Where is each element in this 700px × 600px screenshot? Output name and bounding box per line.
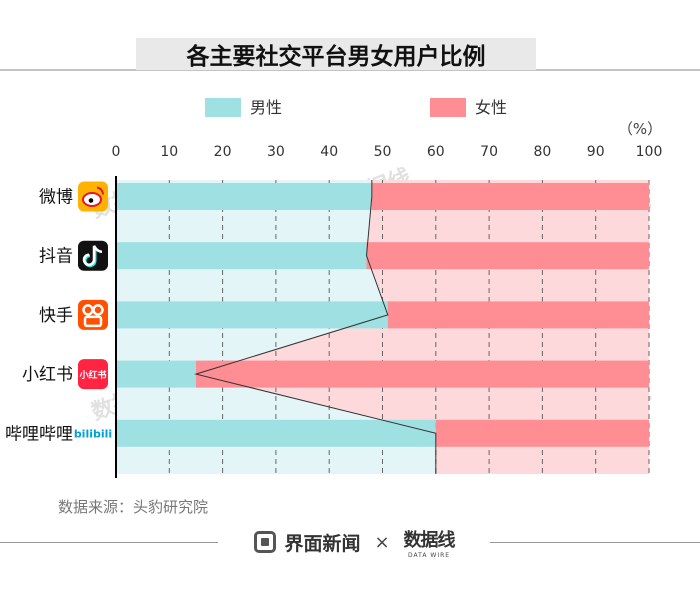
x-tick-label: 80	[533, 144, 551, 160]
footer-rule-left	[0, 542, 218, 543]
weibo-icon-eye	[88, 198, 94, 203]
x-tick-label: 10	[160, 144, 178, 160]
bar-male	[116, 301, 388, 329]
bar-male	[116, 360, 196, 388]
weibo-icon-wave	[96, 186, 105, 195]
bilibili-icon-text: bilibili	[74, 427, 112, 440]
x-tick-label: 40	[320, 144, 338, 160]
bar-male	[116, 183, 372, 210]
source-note: 数据来源：头豹研究院	[58, 498, 208, 516]
category-label: 小红书	[22, 365, 73, 385]
partner-subtitle: DATA WIRE	[408, 551, 451, 559]
x-tick-label: 50	[374, 144, 392, 160]
bilibili-icon: bilibili	[74, 427, 112, 440]
brand-footer: 界面新闻 × 数据线 DATA WIRE	[0, 520, 700, 564]
x-tick-label: 60	[427, 144, 445, 160]
bar-series	[116, 183, 649, 447]
category-label: 抖音	[39, 247, 73, 267]
bar-female	[387, 301, 649, 329]
jiemian-logo-icon	[254, 531, 277, 553]
legend-swatch-male	[205, 98, 241, 117]
legend-label-female: 女性	[475, 98, 507, 117]
brand-name: 界面新闻	[284, 532, 361, 555]
category-label: 快手	[39, 306, 73, 326]
partner-name: 数据线	[403, 529, 456, 551]
xiaohongshu-icon-bg	[78, 359, 108, 390]
bar-female	[366, 242, 649, 270]
title-bar	[136, 38, 536, 70]
legend: 男性 女性	[205, 98, 507, 117]
legend-label-male: 男性	[250, 98, 282, 117]
bar-male	[116, 242, 367, 270]
chart-title: 各主要社交平台男女用户比例	[186, 43, 486, 70]
x-axis-ticks: 0 10 20 30 40 50 60 70 80 90 100	[112, 144, 663, 160]
x-tick-label: 70	[480, 144, 498, 160]
weibo-icon	[78, 181, 108, 212]
bar-female	[195, 360, 649, 388]
partner-logo: 数据线 DATA WIRE	[403, 526, 456, 559]
brand-separator: ×	[374, 531, 390, 553]
x-tick-label: 20	[214, 144, 232, 160]
kuaishou-icon-camera	[83, 315, 103, 328]
platform-icons: 小红书 bilibili	[74, 181, 112, 440]
legend-swatch-female	[430, 98, 466, 117]
xiaohongshu-icon: 小红书	[78, 359, 108, 390]
x-tick-label: 100	[636, 144, 663, 160]
x-tick-label: 90	[587, 144, 605, 160]
bar-female	[371, 183, 649, 210]
unit-label: （%）	[618, 120, 662, 138]
bar-female	[435, 419, 649, 447]
kuaishou-icon-circle-right	[92, 304, 104, 316]
male-female-divider-line	[194, 180, 437, 474]
kuaishou-icon	[78, 299, 108, 330]
douyin-icon-note	[82, 245, 103, 266]
xiaohongshu-icon-text: 小红书	[78, 369, 106, 381]
bar-male	[116, 419, 436, 447]
footer-rule-right	[490, 542, 700, 543]
x-tick-label: 0	[112, 144, 121, 160]
category-label: 哔哩哔哩	[5, 424, 73, 444]
x-tick-label: 30	[267, 144, 285, 160]
douyin-icon	[78, 240, 108, 271]
category-label: 微博	[39, 188, 73, 208]
brand-group: 界面新闻 × 数据线 DATA WIRE	[222, 526, 487, 559]
